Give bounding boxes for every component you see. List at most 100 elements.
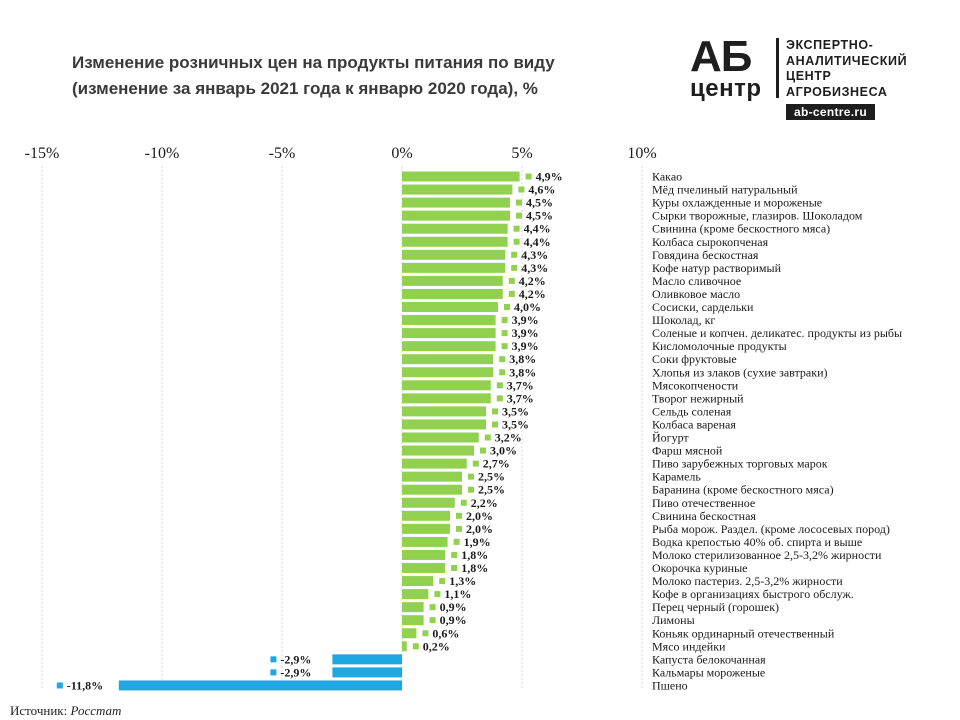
value-marker bbox=[516, 199, 522, 206]
value-label: 3,5% bbox=[502, 417, 529, 431]
bar bbox=[402, 549, 446, 560]
logo-divider bbox=[776, 38, 779, 98]
bar bbox=[402, 341, 496, 352]
value-label: 4,5% bbox=[526, 209, 553, 223]
value-marker bbox=[472, 460, 479, 467]
category-label: Кофе натур растворимый bbox=[652, 261, 782, 275]
logo-main-letters: АБ bbox=[690, 32, 752, 81]
bar bbox=[402, 236, 508, 247]
value-label: 2,0% bbox=[466, 522, 493, 536]
value-marker bbox=[501, 343, 508, 350]
value-marker bbox=[496, 382, 503, 389]
category-label: Творог нежирный bbox=[652, 391, 744, 405]
bar bbox=[402, 210, 510, 221]
category-label: Рыба морож. Раздел. (кроме лососевых пор… bbox=[652, 522, 890, 536]
value-label: 2,2% bbox=[471, 496, 498, 510]
value-marker bbox=[501, 317, 508, 324]
value-label: 4,0% bbox=[514, 300, 541, 314]
bar bbox=[402, 615, 424, 626]
value-marker bbox=[456, 512, 462, 519]
category-label: Оливковое масло bbox=[652, 287, 740, 301]
value-label: 4,9% bbox=[536, 170, 563, 184]
bar bbox=[402, 419, 486, 430]
value-label: 4,4% bbox=[524, 222, 551, 236]
value-marker bbox=[480, 447, 486, 454]
category-label: Свинина (кроме бескостного мяса) bbox=[652, 222, 830, 236]
value-label: 3,8% bbox=[509, 365, 536, 379]
x-tick-label: 10% bbox=[627, 145, 656, 162]
x-tick-label: -15% bbox=[25, 145, 60, 162]
value-marker bbox=[518, 186, 525, 193]
bar bbox=[332, 667, 402, 678]
bar bbox=[402, 484, 462, 495]
value-label: 3,2% bbox=[495, 431, 522, 445]
value-label: 4,3% bbox=[521, 248, 548, 262]
category-label: Говядина бескостная bbox=[652, 248, 759, 262]
category-label: Йогурт bbox=[652, 431, 689, 445]
value-marker bbox=[511, 264, 518, 271]
bar bbox=[402, 249, 506, 260]
bar bbox=[402, 458, 467, 469]
category-label: Мясо индейки bbox=[652, 639, 726, 653]
bar bbox=[402, 197, 510, 208]
value-label: 2,7% bbox=[483, 457, 510, 471]
value-label: 4,2% bbox=[519, 274, 546, 288]
value-marker bbox=[492, 421, 498, 428]
value-marker bbox=[499, 369, 506, 376]
value-marker bbox=[270, 669, 277, 676]
bar bbox=[402, 262, 506, 273]
x-tick-label: -10% bbox=[145, 145, 180, 162]
value-marker bbox=[525, 173, 532, 180]
value-marker bbox=[499, 356, 506, 363]
value-label: 4,3% bbox=[521, 261, 548, 275]
value-label: 4,4% bbox=[524, 235, 551, 249]
category-label: Пиво отечественное bbox=[652, 496, 755, 510]
value-marker bbox=[496, 395, 503, 402]
bar bbox=[402, 328, 496, 339]
bar bbox=[402, 302, 498, 312]
value-marker bbox=[516, 212, 522, 219]
category-label: Молоко стерилизованное 2,5-3,2% жирности bbox=[652, 548, 882, 562]
category-label: Карамель bbox=[652, 470, 701, 484]
bar bbox=[402, 184, 513, 195]
category-label: Лимоны bbox=[652, 613, 695, 627]
category-label: Соки фруктовые bbox=[652, 352, 737, 366]
value-label: 2,5% bbox=[478, 483, 505, 497]
value-label: 0,9% bbox=[440, 613, 467, 627]
x-tick-label: -5% bbox=[269, 145, 296, 162]
value-marker bbox=[270, 656, 277, 663]
value-label: -2,9% bbox=[280, 652, 311, 666]
logo-line-4: АГРОБИЗНЕСА bbox=[786, 84, 888, 99]
category-label: Колбаса сырокопченая bbox=[652, 235, 769, 249]
category-label: Кисломолочные продукты bbox=[652, 339, 787, 353]
x-tick-label: 5% bbox=[511, 145, 532, 162]
value-label: 4,5% bbox=[526, 196, 553, 210]
source-note: Источник: Росстат bbox=[10, 703, 121, 719]
bar bbox=[402, 288, 503, 299]
value-label: -2,9% bbox=[280, 665, 311, 679]
x-tick-label: 0% bbox=[391, 145, 412, 162]
value-marker bbox=[412, 643, 419, 650]
category-label: Соленые и копчен. деликатес. продукты из… bbox=[652, 326, 902, 340]
bar bbox=[402, 471, 462, 482]
bar bbox=[402, 628, 417, 639]
category-label: Сельдь соленая bbox=[652, 404, 732, 418]
value-label: 3,9% bbox=[512, 313, 539, 327]
category-label: Мясокопчености bbox=[652, 378, 739, 392]
bar bbox=[402, 497, 455, 508]
value-label: -11,8% bbox=[67, 678, 103, 692]
value-label: 3,9% bbox=[512, 339, 539, 353]
bar bbox=[402, 223, 508, 234]
chart-title-line-1: Изменение розничных цен на продукты пита… bbox=[72, 53, 555, 72]
value-marker bbox=[468, 486, 474, 493]
bar bbox=[402, 393, 491, 404]
category-label: Коньяк ординарный отечественный bbox=[652, 626, 835, 640]
category-label: Сырки творожные, глазиров. Шоколадом bbox=[652, 209, 863, 223]
source-label: Источник: bbox=[10, 703, 68, 718]
value-label: 1,8% bbox=[461, 561, 488, 575]
value-label: 3,7% bbox=[507, 391, 534, 405]
value-label: 0,6% bbox=[432, 626, 459, 640]
value-label: 0,2% bbox=[423, 639, 450, 653]
category-label: Капуста белокочанная bbox=[652, 652, 766, 666]
bar bbox=[402, 563, 446, 573]
